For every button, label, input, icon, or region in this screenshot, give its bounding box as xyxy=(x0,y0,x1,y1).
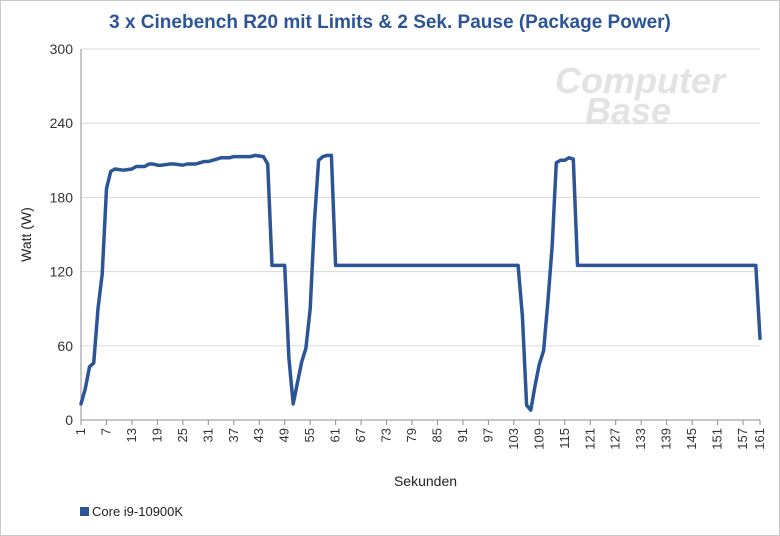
x-tick-label: 97 xyxy=(480,428,495,442)
legend-label: Core i9-10900K xyxy=(92,504,184,519)
x-tick-label: 121 xyxy=(582,428,597,450)
watermark-line-2: Base xyxy=(585,90,672,131)
y-tick-label: 180 xyxy=(50,189,74,205)
x-tick-label: 43 xyxy=(251,428,266,442)
y-tick-label: 0 xyxy=(65,412,73,428)
x-tick-label: 61 xyxy=(328,428,343,442)
x-tick-label: 91 xyxy=(455,428,470,442)
x-tick-label: 7 xyxy=(98,428,113,435)
x-tick-label: 1 xyxy=(73,428,88,435)
x-tick-label: 25 xyxy=(175,428,190,442)
x-tick-label: 49 xyxy=(277,428,292,442)
x-tick-label: 109 xyxy=(531,428,546,450)
x-tick-label: 157 xyxy=(735,428,750,450)
y-tick-label: 120 xyxy=(50,264,74,280)
y-axis-label: Watt (W) xyxy=(18,207,34,262)
x-tick-label: 37 xyxy=(226,428,241,442)
x-tick-label: 73 xyxy=(379,428,394,442)
x-tick-label: 67 xyxy=(353,428,368,442)
x-tick-label: 133 xyxy=(633,428,648,450)
x-tick-label: 85 xyxy=(429,428,444,442)
x-tick-label: 115 xyxy=(557,428,572,449)
x-tick-label: 145 xyxy=(684,428,699,450)
y-tick-label: 300 xyxy=(50,41,74,57)
x-tick-label: 19 xyxy=(149,428,164,442)
y-tick-label: 60 xyxy=(57,338,73,354)
x-tick-label: 151 xyxy=(710,428,725,450)
x-tick-label: 55 xyxy=(302,428,317,442)
y-tick-label: 240 xyxy=(50,115,74,131)
x-tick-label: 161 xyxy=(752,428,767,450)
chart-title: 3 x Cinebench R20 mit Limits & 2 Sek. Pa… xyxy=(109,12,671,33)
x-tick-label: 139 xyxy=(659,428,674,450)
x-tick-label: 127 xyxy=(608,428,623,450)
x-tick-label: 13 xyxy=(124,428,139,442)
x-tick-label: 103 xyxy=(506,428,521,450)
x-tick-label: 31 xyxy=(200,428,215,442)
legend-swatch xyxy=(80,507,89,516)
series-line-core-i9-10900k xyxy=(79,153,762,412)
computerbase-watermark-logo: Computer Base xyxy=(555,60,725,131)
x-tick-label: 79 xyxy=(404,428,419,442)
x-axis-label: Sekunden xyxy=(394,473,457,489)
watermark-line-1: Computer xyxy=(555,60,725,101)
legend: Core i9-10900K xyxy=(80,504,183,519)
